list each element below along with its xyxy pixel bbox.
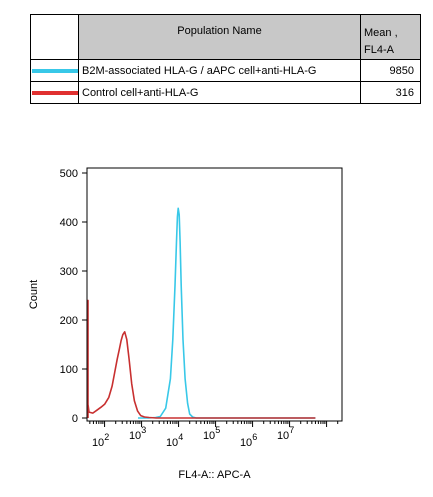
legend-row-value: 9850 (360, 59, 421, 82)
x-tick-exponent: 5 (215, 425, 220, 435)
y-axis-title: Count (28, 280, 40, 309)
x-tick-base: 10 (92, 437, 104, 449)
y-tick-label: 100 (60, 364, 78, 376)
x-tick-label: 104 (166, 432, 183, 449)
legend-swatch-cyan (32, 68, 78, 73)
legend-header-mean-line1: Mean , (364, 27, 398, 39)
legend-row: B2M-associated HLA-G / aAPC cell+anti-HL… (30, 59, 421, 82)
legend-header-blank (30, 14, 79, 60)
x-tick-base: 10 (240, 437, 252, 449)
x-tick-label: 107 (277, 425, 294, 442)
y-tick-label: 400 (60, 217, 78, 229)
legend-row-name: B2M-associated HLA-G / aAPC cell+anti-HL… (78, 59, 361, 82)
y-tick-label: 200 (60, 315, 78, 327)
x-tick-label: 106 (240, 432, 257, 449)
x-tick-exponent: 4 (178, 432, 183, 442)
x-tick-base: 10 (129, 430, 141, 442)
legend-row: Control cell+anti-HLA-G 316 (30, 81, 421, 104)
x-tick-base: 10 (277, 430, 289, 442)
legend-swatch-red (32, 90, 78, 95)
legend-row-name: Control cell+anti-HLA-G (78, 81, 361, 104)
legend-swatch-cell (30, 59, 79, 82)
series-layer (87, 207, 316, 419)
plot-frame (86, 167, 343, 422)
x-tick-label: 103 (129, 425, 146, 442)
x-tick-exponent: 3 (141, 425, 146, 435)
x-tick-label: 102 (92, 432, 109, 449)
x-tick-exponent: 2 (104, 432, 109, 442)
series-line-control (87, 299, 316, 419)
x-tick-exponent: 6 (252, 432, 257, 442)
y-tick-label: 500 (60, 168, 78, 180)
x-axis-title: FL4-A:: APC-A (178, 469, 251, 481)
series-line-b2m-hla-g (138, 207, 316, 419)
x-tick-base: 10 (203, 430, 215, 442)
legend-header-mean-line2: FL4-A (364, 44, 394, 56)
y-tick-label: 0 (72, 413, 78, 425)
legend-table: Population Name Mean , FL4-A B2M-associat… (30, 14, 421, 104)
legend-header-mean: Mean , FL4-A (360, 14, 421, 60)
x-tick-base: 10 (166, 437, 178, 449)
y-tick-label: 300 (60, 266, 78, 278)
y-axis-ticks: 0 100 200 300 400 500 (60, 168, 87, 425)
x-tick-exponent: 7 (289, 425, 294, 435)
x-tick-label: 105 (203, 425, 220, 442)
legend-row-value: 316 (360, 81, 421, 104)
legend-swatch-cell (30, 81, 79, 104)
